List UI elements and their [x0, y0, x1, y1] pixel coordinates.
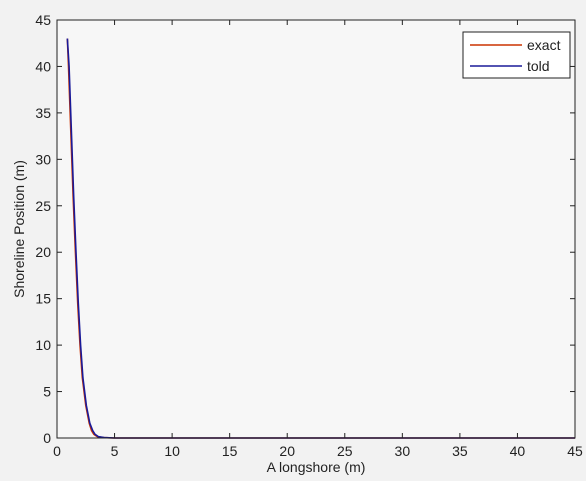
y-tick-label: 25	[35, 198, 51, 214]
x-tick-label: 0	[53, 443, 61, 459]
legend-label-exact: exact	[527, 37, 561, 53]
y-tick-label: 20	[35, 244, 51, 260]
y-tick-label: 0	[43, 430, 51, 446]
y-tick-label: 45	[35, 12, 51, 28]
y-tick-label: 5	[43, 384, 51, 400]
x-tick-label: 30	[395, 443, 411, 459]
x-tick-label: 45	[567, 443, 583, 459]
x-tick-label: 5	[111, 443, 119, 459]
legend-label-told: told	[527, 58, 550, 74]
y-axis-label: Shoreline Position (m)	[11, 160, 27, 298]
x-tick-label: 25	[337, 443, 353, 459]
x-tick-label: 20	[279, 443, 295, 459]
y-tick-label: 35	[35, 105, 51, 121]
y-tick-label: 10	[35, 337, 51, 353]
x-tick-label: 40	[510, 443, 526, 459]
legend: exact told	[462, 31, 571, 79]
x-tick-label: 35	[452, 443, 468, 459]
y-tick-label: 15	[35, 291, 51, 307]
tick-layer: 0 5 10 15 20 25 30 35 40 45 0 5 10 15 20 25 30 35 40 45	[35, 12, 583, 459]
x-axis-label: A longshore (m)	[267, 459, 366, 475]
x-tick-label: 10	[164, 443, 180, 459]
y-tick-label: 30	[35, 151, 51, 167]
y-tick-label: 40	[35, 58, 51, 74]
legend-box	[462, 31, 571, 79]
plot-area	[57, 20, 575, 438]
x-tick-label: 15	[222, 443, 238, 459]
axes-box	[56, 19, 576, 439]
